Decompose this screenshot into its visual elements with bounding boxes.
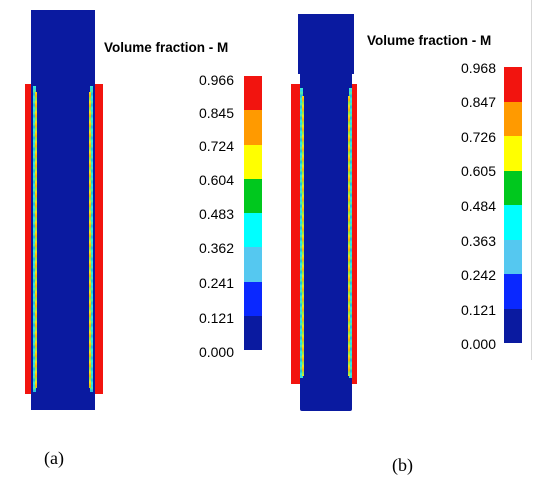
tick-label: 0.242 (460, 267, 496, 283)
colorbar-swatch (244, 247, 262, 282)
edge-line (531, 0, 532, 360)
rod-b (300, 14, 352, 411)
tick-label: 0.000 (198, 344, 234, 360)
interface-left-inner-a (35, 92, 37, 388)
interface-left-inner-b (302, 96, 304, 376)
tick-label: 0.363 (460, 233, 496, 249)
colorbar-swatch (244, 110, 262, 145)
colorbar-a (244, 76, 262, 350)
rod-a (31, 10, 95, 410)
tick-label: 0.847 (460, 94, 496, 110)
tick-label: 0.484 (460, 198, 496, 214)
caption-b: (b) (392, 455, 413, 475)
colorbar-swatch (244, 76, 262, 111)
colorbar-swatch (504, 170, 522, 205)
colorbar-swatch (244, 144, 262, 179)
colorbar-swatch (504, 274, 522, 309)
interface-right-a (90, 86, 93, 392)
colorbar-swatch (504, 239, 522, 274)
tick-label: 0.000 (460, 336, 496, 352)
colorbar-swatch (244, 315, 262, 350)
caption-a: (a) (44, 448, 64, 468)
interface-right-inner-b (348, 96, 350, 376)
interface-right-inner-a (89, 92, 91, 388)
colorbar-swatch (504, 67, 522, 102)
tick-label: 0.362 (198, 240, 234, 256)
colorbar-swatch (244, 281, 262, 316)
sleeve-left-a (25, 84, 35, 394)
colorbar-swatch (504, 308, 522, 343)
sleeve-right-a (93, 84, 103, 394)
tick-label: 0.121 (198, 310, 234, 326)
tick-label: 0.604 (198, 172, 234, 188)
tick-label: 0.605 (460, 163, 496, 179)
tick-label: 0.724 (198, 138, 234, 154)
tick-label: 0.241 (198, 275, 234, 291)
interface-left-b (300, 88, 303, 378)
tick-label: 0.726 (460, 129, 496, 145)
sleeve-left-b (291, 84, 302, 384)
interface-left-a (33, 86, 36, 392)
tick-label: 0.966 (198, 72, 234, 88)
colorbar-b (504, 67, 522, 343)
legend-title-a: Volume fraction - M (104, 40, 229, 55)
tick-label: 0.845 (198, 105, 234, 121)
tick-label: 0.121 (460, 302, 496, 318)
legend-title-b: Volume fraction - M (367, 33, 492, 48)
colorbar-swatch (244, 213, 262, 248)
colorbar-swatch (504, 205, 522, 240)
interface-right-b (349, 88, 352, 378)
tick-label: 0.968 (460, 60, 496, 76)
rod-b-head (298, 14, 354, 74)
colorbar-swatch (504, 101, 522, 136)
colorbar-swatch (244, 178, 262, 213)
tick-label: 0.483 (198, 206, 234, 222)
colorbar-swatch (504, 136, 522, 171)
